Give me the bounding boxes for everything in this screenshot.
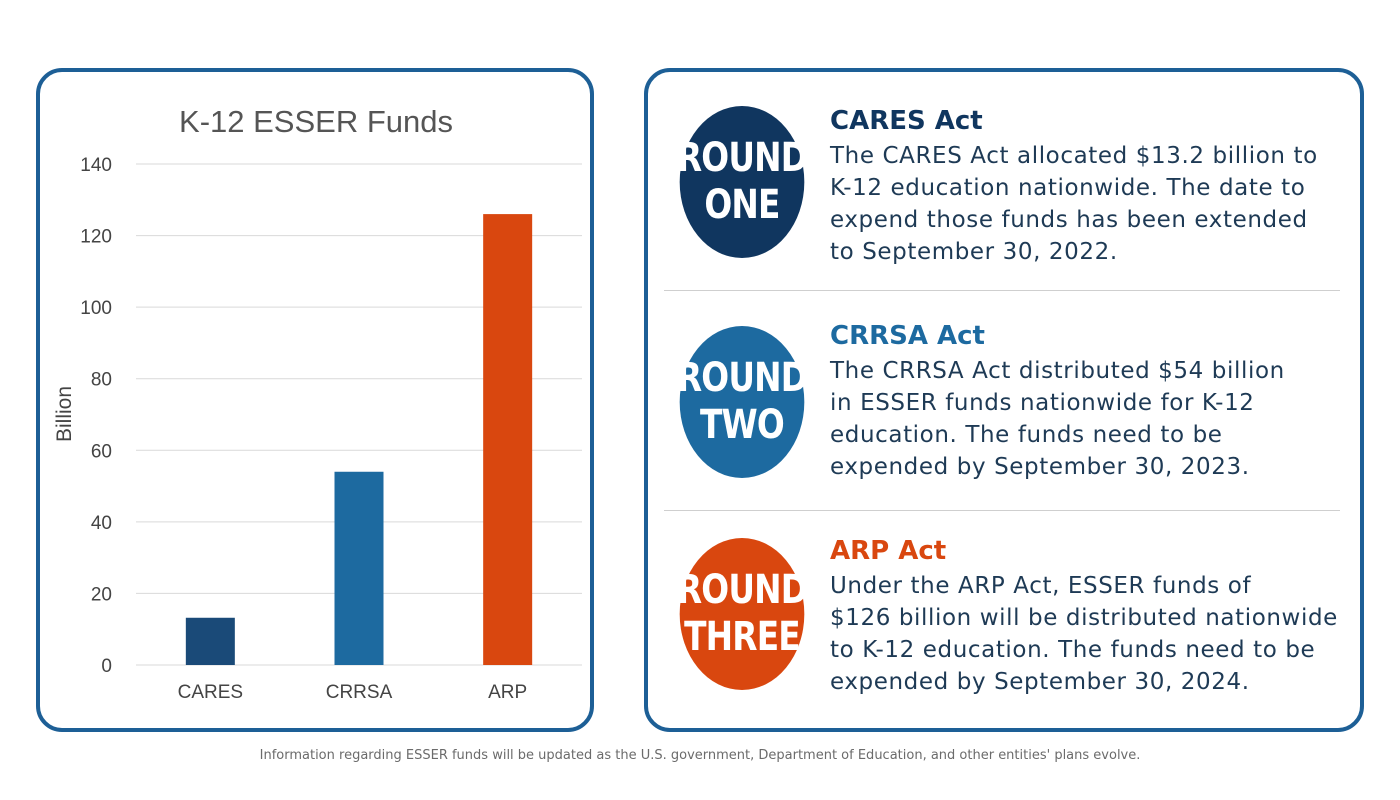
chart-title: K-12 ESSER Funds [179, 104, 453, 139]
round-one-description: The CARES Act allocated $13.2 billion to… [830, 143, 1318, 265]
y-tick-label: 140 [80, 155, 112, 176]
divider [664, 510, 1340, 511]
round-two-description: The CRRSA Act distributed $54 billion in… [830, 358, 1285, 480]
y-axis-title: Billion [53, 386, 76, 442]
y-tick-label: 100 [80, 298, 112, 319]
rounds-panel: ROUND ONE CARES Act The CARES Act alloca… [644, 68, 1364, 732]
footnote: Information regarding ESSER funds will b… [259, 748, 1141, 763]
bar-crrsa [334, 471, 384, 665]
x-tick-label: CARES [178, 682, 243, 703]
badge-line: ONE [704, 182, 780, 228]
y-tick-label: 40 [91, 513, 112, 534]
x-axis-ticks: CARES CRRSA ARP [178, 682, 528, 703]
badge-line: ROUND [676, 135, 808, 181]
round-three-title: ARP Act [830, 536, 947, 566]
y-axis-ticks: 0 20 40 60 80 100 120 140 [80, 155, 112, 677]
round-one-badge: ROUND ONE [676, 106, 808, 258]
y-tick-label: 80 [91, 370, 112, 391]
round-one-entry: CARES Act The CARES Act allocated $13.2 … [830, 106, 1350, 268]
round-two-badge: ROUND TWO [676, 326, 808, 478]
badge-line: THREE [684, 614, 801, 660]
y-tick-label: 20 [91, 584, 112, 605]
y-tick-label: 120 [80, 227, 112, 248]
round-three-description: Under the ARP Act, ESSER funds of $126 b… [830, 573, 1338, 695]
bar-cares [185, 617, 235, 665]
round-one-title: CARES Act [830, 106, 983, 136]
badge-line: ROUND [676, 567, 808, 613]
badge-line: ROUND [676, 355, 808, 401]
round-two-entry: CRRSA Act The CRRSA Act distributed $54 … [830, 321, 1350, 483]
bar-chart: K-12 ESSER Funds Billion 0 20 40 60 80 100 120… [53, 104, 582, 703]
bars [185, 214, 533, 665]
round-three-entry: ARP Act Under the ARP Act, ESSER funds o… [830, 536, 1350, 698]
divider [664, 290, 1340, 291]
y-tick-label: 0 [101, 656, 112, 677]
badge-line: TWO [700, 402, 785, 448]
round-two-title: CRRSA Act [830, 321, 985, 351]
x-tick-label: ARP [488, 682, 527, 703]
chart-panel: K-12 ESSER Funds Billion 0 20 40 60 80 100 120… [36, 68, 594, 732]
x-tick-label: CRRSA [326, 682, 393, 703]
bar-arp [483, 214, 533, 665]
round-three-badge: ROUND THREE [676, 538, 808, 690]
y-tick-label: 60 [91, 441, 112, 462]
